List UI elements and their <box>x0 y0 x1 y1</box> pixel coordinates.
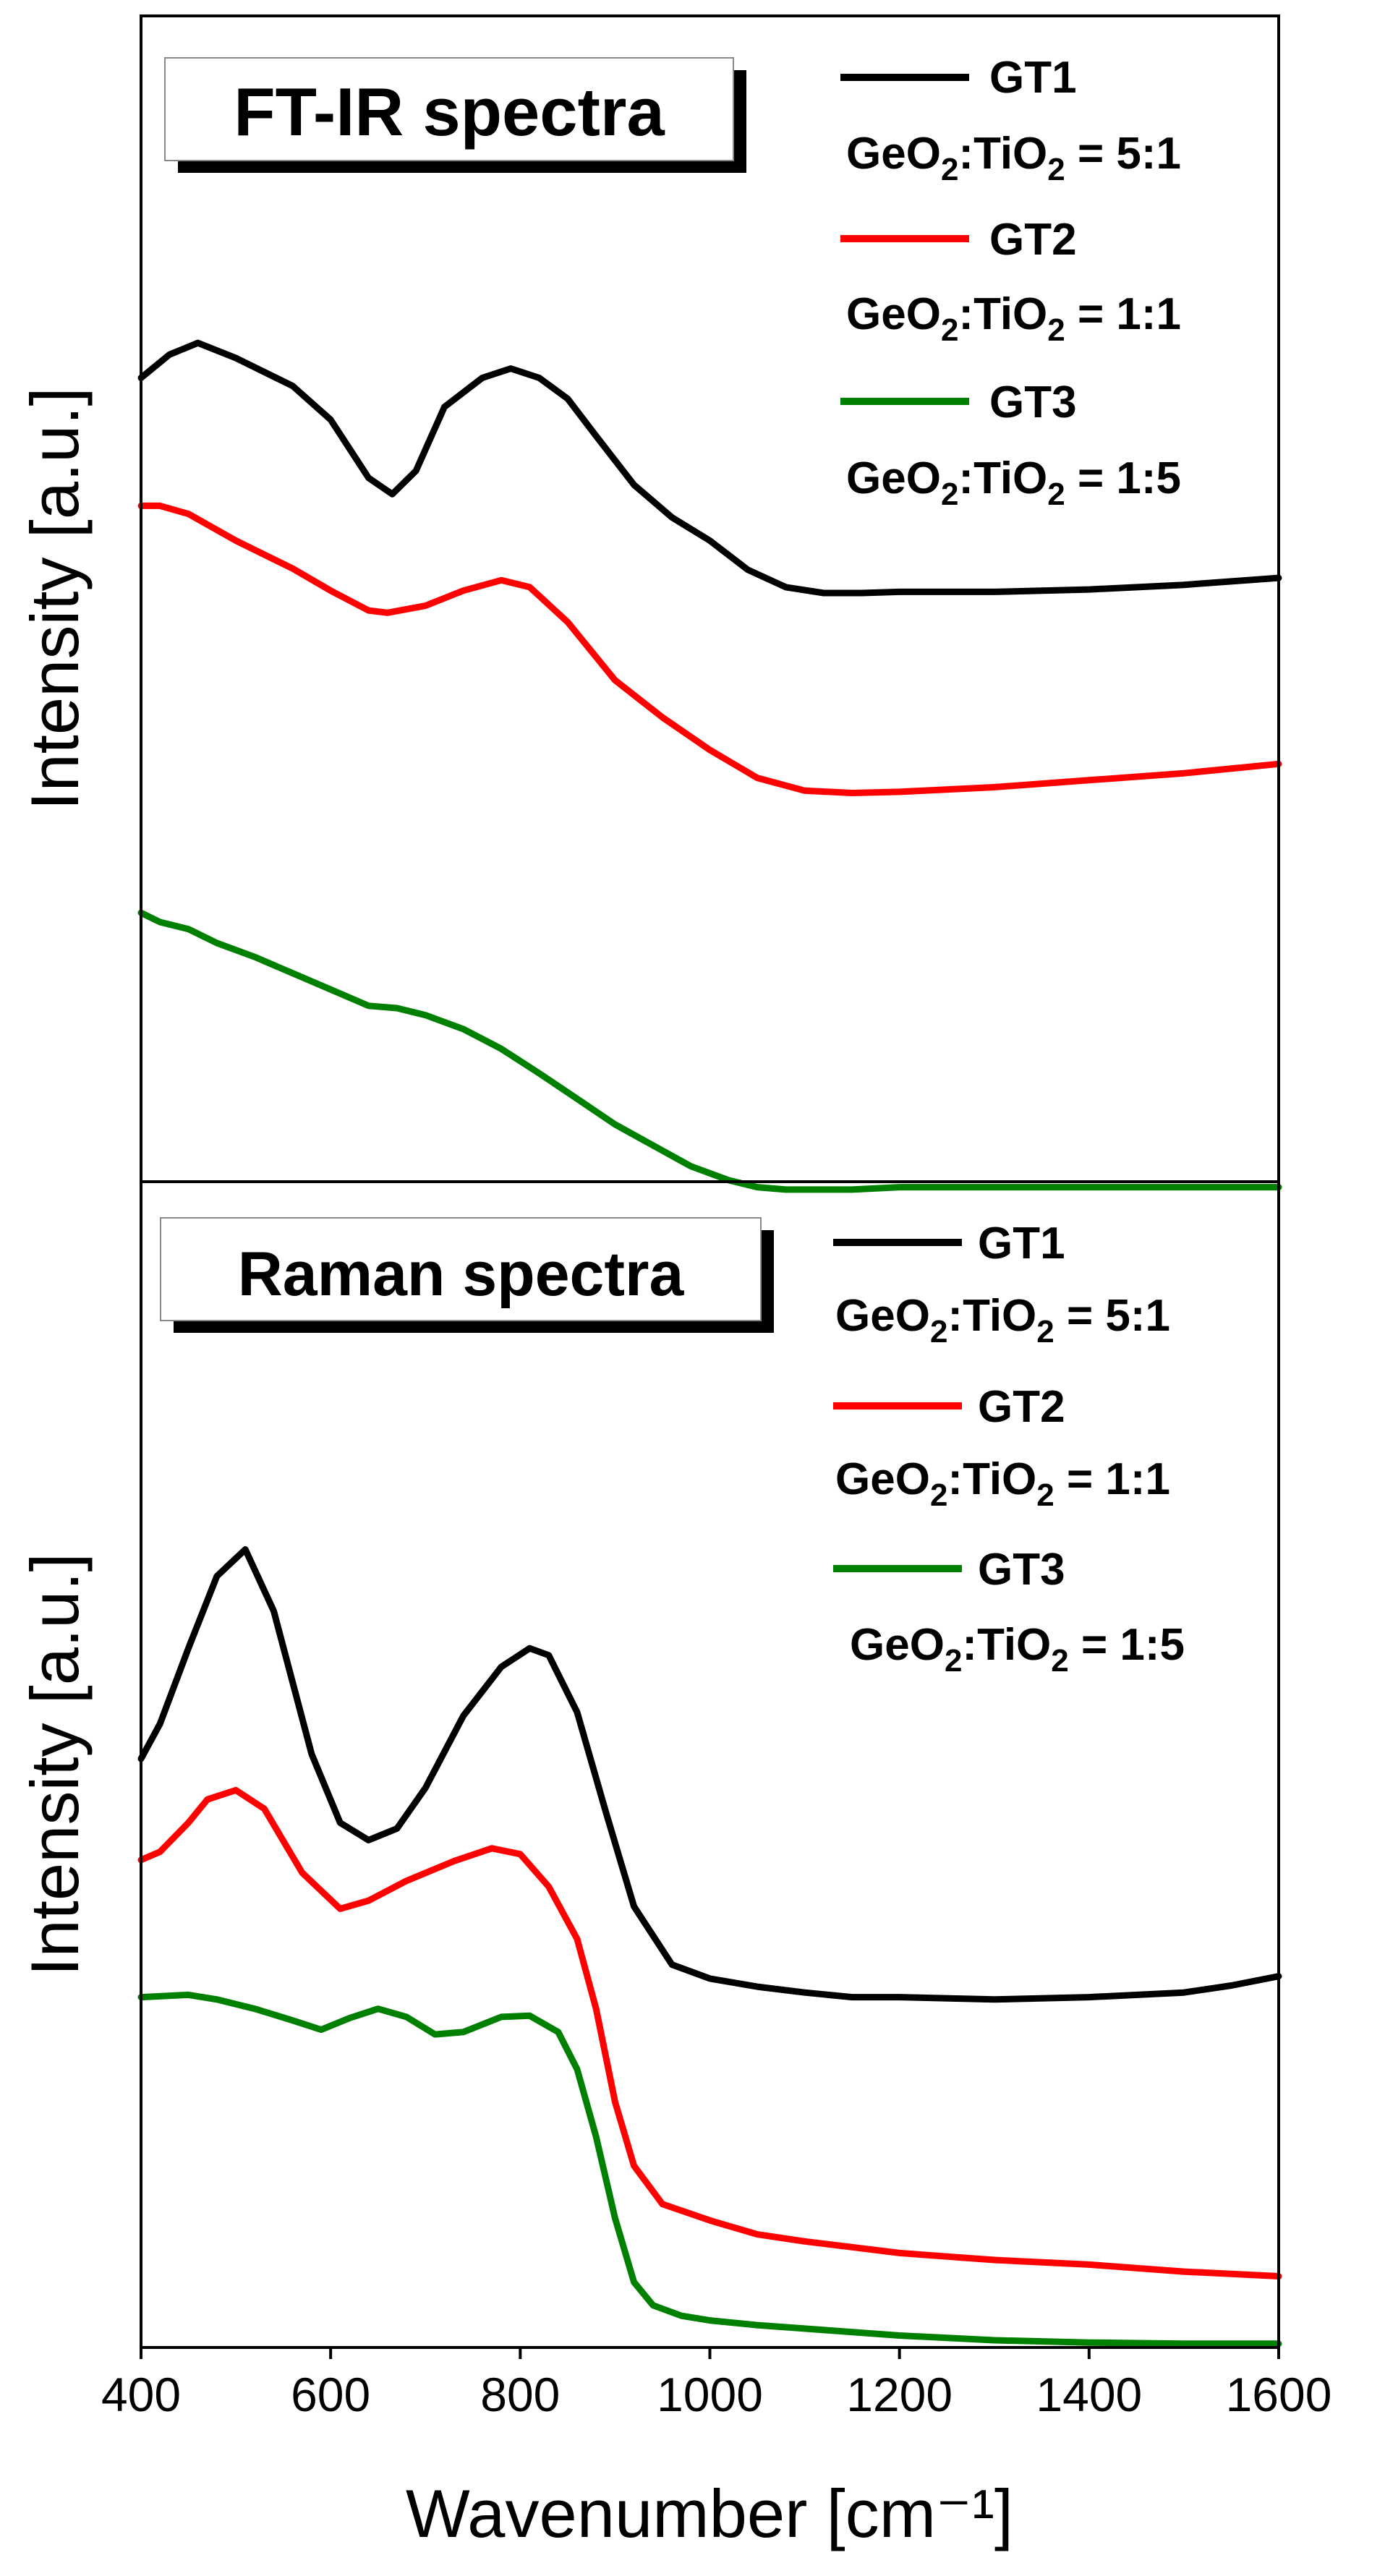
legend-label-gt3: GT3 <box>978 1545 1065 1595</box>
ftir-y-axis-label: Intensity [a.u.] <box>17 387 93 810</box>
legend-label-gt2: GT2 <box>978 1382 1065 1432</box>
ftir-panel: FT-IR spectra GT1 GeO2:TiO2 = 5:1 GT2 Ge… <box>17 14 1282 1193</box>
raman-title: Raman spectra <box>238 1240 685 1309</box>
legend-ratio-gt3: GeO2:TiO2 = 1:5 <box>850 1620 1185 1679</box>
x-tick-label: 1400 <box>1036 2368 1142 2421</box>
series-line-gt2 <box>137 502 1282 796</box>
x-tick-label: 1200 <box>846 2368 953 2421</box>
legend-label-gt2: GT2 <box>989 215 1077 265</box>
legend-label-gt1: GT1 <box>978 1219 1065 1268</box>
x-tick-label: 1600 <box>1226 2368 1332 2421</box>
ftir-title: FT-IR spectra <box>234 74 665 150</box>
raman-legend: GT1 GeO2:TiO2 = 5:1 GT2 GeO2:TiO2 = 1:1 … <box>833 1219 1185 1679</box>
legend-ratio-gt3: GeO2:TiO2 = 1:5 <box>846 453 1181 512</box>
raman-plot-area <box>137 1546 1282 2347</box>
legend-ratio-gt2: GeO2:TiO2 = 1:1 <box>835 1454 1170 1513</box>
ftir-plot-area <box>137 339 1282 1193</box>
x-axis-label: Wavenumber [cm⁻¹] <box>406 2475 1013 2551</box>
ftir-legend: GT1 GeO2:TiO2 = 5:1 GT2 GeO2:TiO2 = 1:1 … <box>840 53 1181 512</box>
x-axis-ticks: 400 600 800 1000 1200 1400 1600 <box>101 2347 1331 2421</box>
ftir-title-box: FT-IR spectra <box>164 57 746 173</box>
legend-label-gt3: GT3 <box>989 378 1077 427</box>
x-tick-label: 800 <box>480 2368 560 2421</box>
legend-label-gt1: GT1 <box>989 53 1077 103</box>
series-line-gt1 <box>137 339 1282 597</box>
raman-panel: Raman spectra GT1 GeO2:TiO2 = 5:1 GT2 Ge… <box>17 1180 1331 2551</box>
raman-y-axis-label: Intensity [a.u.] <box>17 1553 93 1976</box>
legend-ratio-gt1: GeO2:TiO2 = 5:1 <box>846 129 1181 187</box>
x-tick-label: 600 <box>291 2368 370 2421</box>
series-line-gt1 <box>137 1546 1282 2003</box>
series-line-gt3 <box>137 1991 1282 2347</box>
legend-ratio-gt2: GeO2:TiO2 = 1:1 <box>846 289 1181 348</box>
legend-ratio-gt1: GeO2:TiO2 = 5:1 <box>835 1291 1170 1349</box>
x-tick-label: 1000 <box>657 2368 763 2421</box>
series-line-gt2 <box>137 1786 1282 2279</box>
raman-title-box: Raman spectra <box>160 1217 774 1333</box>
x-tick-label: 400 <box>101 2368 181 2421</box>
series-line-gt3 <box>137 909 1282 1193</box>
